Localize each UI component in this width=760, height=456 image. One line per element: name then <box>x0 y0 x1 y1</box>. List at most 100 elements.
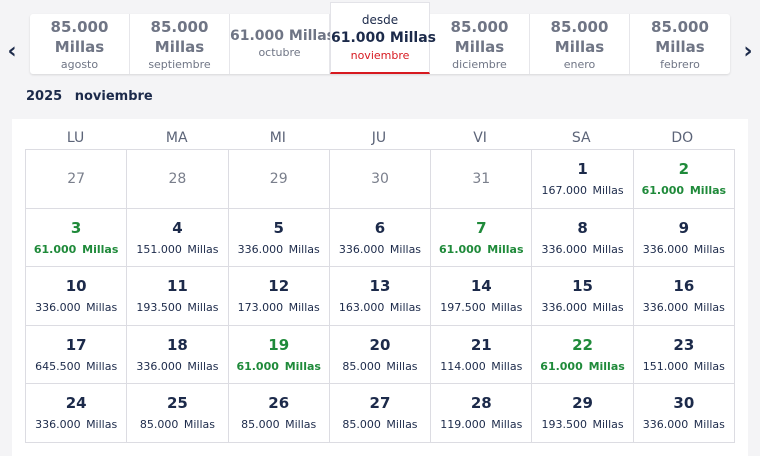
day-number: 30 <box>673 394 695 413</box>
day-price: 85.000 Millas <box>241 418 317 432</box>
day-number: 19 <box>268 335 290 354</box>
calendar-day[interactable]: 17 645.500 Millas <box>26 325 128 385</box>
day-price: 61.000 Millas <box>236 359 321 373</box>
month-name: octubre <box>258 46 301 59</box>
weekday-label: MA <box>165 130 188 146</box>
day-number: 28 <box>168 171 187 187</box>
calendar-day[interactable]: 24 336.000 Millas <box>26 384 128 443</box>
calendar-day[interactable]: 3 61.000 Millas <box>26 208 128 268</box>
day-price: 336.000 Millas <box>35 418 118 432</box>
day-price: 336.000 Millas <box>541 301 624 315</box>
day-number: 10 <box>65 277 87 296</box>
day-number: 24 <box>65 394 87 413</box>
calendar-grid: 27 28 29 30 31 1 167.000 Millas 2 61.000 Millas 3… <box>25 149 735 443</box>
month-name: noviembre <box>350 49 410 62</box>
calendar-day[interactable]: 30 336.000 Millas <box>633 384 735 443</box>
day-number: 8 <box>577 218 588 237</box>
month-price: 85.000 <box>150 18 209 36</box>
day-price: 85.000 Millas <box>139 418 215 432</box>
calendar-day[interactable]: 16 336.000 Millas <box>633 267 735 326</box>
month-tab-diciembre[interactable]: 85.000 Millas diciembre <box>430 14 530 74</box>
month-tab-febrero[interactable]: 85.000 Millas febrero <box>630 14 730 74</box>
calendar-day-outside: 28 <box>127 150 229 209</box>
day-price: 61.000 Millas <box>641 184 727 197</box>
month-price: 61.000 Millas <box>230 28 336 44</box>
calendar-day[interactable]: 5 336.000 Millas <box>228 208 330 268</box>
weekday-header: LU MA MI JU VI SA DO <box>25 127 733 149</box>
calendar-day[interactable]: 9 336.000 Millas <box>633 208 735 268</box>
month-price-unit: Millas <box>54 38 105 56</box>
day-price: 193.500 Millas <box>136 301 219 315</box>
calendar-day[interactable]: 14 197.500 Millas <box>431 267 533 326</box>
calendar-day[interactable]: 4 151.000 Millas <box>127 208 229 268</box>
day-number: 18 <box>166 335 188 354</box>
calendar-day[interactable]: 21 114.000 Millas <box>431 325 533 385</box>
day-number: 23 <box>673 335 695 354</box>
day-number: 30 <box>371 171 389 187</box>
calendar-day[interactable]: 1 167.000 Millas <box>532 150 634 209</box>
calendar-day[interactable]: 29 193.500 Millas <box>532 384 634 443</box>
calendar-day-outside: 31 <box>431 150 533 209</box>
month-price: 61.000 Millas <box>331 30 437 46</box>
month-price-unit: Millas <box>454 38 505 56</box>
calendar-day[interactable]: 19 61.000 Millas <box>228 325 330 385</box>
from-label: desde <box>361 13 399 27</box>
chevron-right-icon[interactable]: › <box>743 39 753 64</box>
month-price-unit: Millas <box>655 38 705 56</box>
month-price: 85.000 <box>651 18 709 36</box>
calendar-day[interactable]: 20 85.000 Millas <box>329 325 432 385</box>
calendar-day[interactable]: 10 336.000 Millas <box>26 267 128 326</box>
day-price: 61.000 Millas <box>540 359 625 373</box>
calendar-day[interactable]: 25 85.000 Millas <box>127 384 229 443</box>
day-number: 6 <box>374 218 386 237</box>
calendar-day[interactable]: 7 61.000 Millas <box>431 208 533 268</box>
day-price: 336.000 Millas <box>35 301 118 315</box>
day-price: 61.000 Millas <box>33 242 119 256</box>
day-price: 336.000 Millas <box>642 301 725 315</box>
month-price-unit: Millas <box>554 38 605 56</box>
day-number: 4 <box>172 218 183 237</box>
calendar-day[interactable]: 2 61.000 Millas <box>633 150 735 209</box>
calendar-day-outside: 30 <box>329 150 432 209</box>
calendar-day[interactable]: 26 85.000 Millas <box>228 384 330 443</box>
day-number: 27 <box>67 171 86 187</box>
day-number: 29 <box>572 394 593 413</box>
day-number: 14 <box>470 277 492 296</box>
month-name: septiembre <box>148 58 211 71</box>
day-price: 336.000 Millas <box>136 359 219 373</box>
calendar-day[interactable]: 28 119.000 Millas <box>431 384 533 443</box>
month-tab-noviembre[interactable]: desde 61.000 Millas noviembre <box>330 2 437 74</box>
chevron-left-icon[interactable]: ‹ <box>7 39 17 64</box>
calendar-day[interactable]: 18 336.000 Millas <box>127 325 229 385</box>
day-price: 336.000 Millas <box>237 242 320 256</box>
day-price: 336.000 Millas <box>642 242 725 256</box>
calendar-day[interactable]: 11 193.500 Millas <box>127 267 229 326</box>
calendar-title: 2025 noviembre <box>26 89 153 104</box>
calendar-day[interactable]: 8 336.000 Millas <box>532 208 634 268</box>
day-price: 193.500 Millas <box>541 418 624 432</box>
calendar-day[interactable]: 13 163.000 Millas <box>329 267 432 326</box>
month-price: 85.000 <box>50 18 109 36</box>
day-number: 21 <box>470 335 492 354</box>
day-number: 28 <box>470 394 492 413</box>
calendar-day[interactable]: 12 173.000 Millas <box>228 267 330 326</box>
month-tab-agosto[interactable]: 85.000 Millas agosto <box>30 14 130 74</box>
calendar-day[interactable]: 6 336.000 Millas <box>329 208 432 268</box>
day-price: 61.000 Millas <box>439 242 524 256</box>
weekday-label: MI <box>269 130 286 146</box>
month-tab-enero[interactable]: 85.000 Millas enero <box>530 14 630 74</box>
calendar-month: noviembre <box>74 89 153 104</box>
month-tab-septiembre[interactable]: 85.000 Millas septiembre <box>130 14 230 74</box>
day-number: 2 <box>678 160 690 178</box>
month-price-unit: Millas <box>154 38 205 56</box>
day-number: 29 <box>269 171 288 187</box>
month-tab-octubre[interactable]: 61.000 Millas octubre <box>230 14 336 74</box>
month-name: febrero <box>660 58 700 71</box>
calendar-day[interactable]: 15 336.000 Millas <box>532 267 634 326</box>
calendar-day[interactable]: 23 151.000 Millas <box>633 325 735 385</box>
day-number: 3 <box>70 218 82 237</box>
calendar-day[interactable]: 22 61.000 Millas <box>532 325 634 385</box>
day-number: 27 <box>369 394 391 413</box>
month-price: 85.000 <box>450 18 509 36</box>
calendar-day[interactable]: 27 85.000 Millas <box>329 384 432 443</box>
